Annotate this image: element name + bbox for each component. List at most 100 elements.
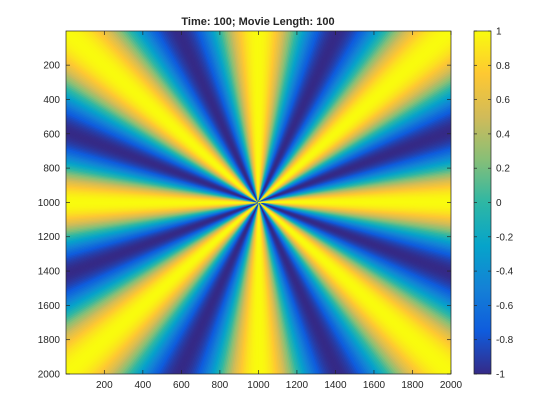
heatmap-wedge [66,202,259,227]
heatmap-wedge [66,202,259,241]
heatmap-wedge [215,31,259,203]
y-tick-label: 1800 [38,335,61,346]
heatmap-wedge [217,31,259,203]
heatmap-wedge [66,202,259,224]
x-tick-label: 1000 [247,380,270,391]
heatmap-wedge [220,31,259,203]
heatmap-wedge [248,31,259,203]
heatmap-wedge [66,202,259,248]
colorbar-tick-label: 0 [496,198,502,209]
x-tick-label: 800 [212,380,229,391]
y-tick-label: 800 [43,164,60,175]
heatmap-wedge [66,202,259,217]
heatmap-wedge [222,31,259,203]
heatmap-wedge [66,202,259,218]
x-tick-label: 1200 [286,380,309,391]
heatmap-wedge [66,202,259,254]
colorbar-tick-label: 1 [496,27,502,38]
heatmap-wedge [246,31,259,203]
x-tick-label: 200 [96,380,113,391]
y-tick-label: 200 [43,61,60,72]
heatmap-wedge [66,202,259,215]
heatmap-wedge [236,31,259,203]
heatmap-wedge [66,202,259,229]
heatmap-wedge [66,202,259,206]
heatmap-wedge [66,199,259,203]
heatmap-wedge [66,202,259,252]
heatmap-wedge [204,31,259,203]
y-tick-label: 1400 [38,267,61,278]
y-tick-label: 1600 [38,301,61,312]
heatmap-wedge [258,200,451,203]
heatmap-wedge [66,202,259,209]
heatmap-wedge [199,31,259,203]
heatmap-wedge [66,202,259,223]
y-tick-label: 600 [43,129,60,140]
heatmap-wedge [258,202,263,374]
heatmap-wedge [66,202,259,205]
heatmap-wedge [229,31,259,203]
heatmap-wedge [234,31,259,203]
heatmap-wedge [225,31,259,203]
heatmap-wedge [66,202,259,208]
heatmap-wedge [66,202,259,212]
heatmap-wedge [210,31,259,203]
heatmap-wedge [197,31,259,203]
x-tick-label: 1800 [401,380,424,391]
heatmap-wedge [201,31,259,203]
heatmap-wedge [218,31,259,203]
chart-title: Time: 100; Movie Length: 100 [181,16,334,28]
heatmap-wedge [237,31,259,203]
colorbar-tick-label: 0.4 [496,129,510,140]
heatmap-wedge [66,202,259,238]
heatmap-wedge [244,31,259,203]
heatmap-wedge [66,202,259,220]
y-tick-label: 2000 [38,370,61,381]
heatmap-wedge [66,202,259,256]
x-tick-label: 1400 [324,380,347,391]
heatmap-wedge [253,31,259,203]
heatmap-wedge [256,31,259,203]
x-tick-label: 600 [173,380,190,391]
heatmap-wedge [66,202,259,246]
heatmap-wedge [66,202,259,233]
colorbar: 1 0.8 0.6 0.4 0.2 0 -0.2 -0.4 -0.6 -0.8 -1 [473,27,514,381]
heatmap-wedge [66,202,259,226]
heatmap-wedge [239,31,259,203]
y-tick-label: 1200 [38,232,61,243]
y-tick-label: 1000 [38,198,61,209]
heatmap-wedge [224,31,259,203]
heatmap-wedge [242,31,259,203]
heatmap-wedge [251,31,259,203]
heatmap-wedge [249,31,259,203]
heatmap-wedge [66,202,259,230]
y-axis: 200 400 600 800 1000 1200 1400 1600 1800 2000 [38,61,451,381]
heatmap-wedge [66,202,259,232]
heatmap-wedge [231,31,259,203]
y-tick-label: 400 [43,95,60,106]
heatmap-wedge [208,31,259,203]
colorbar-tick-label: 0.8 [496,61,510,72]
colorbar-tick-label: -0.8 [496,335,514,346]
heatmap-wedge [66,202,259,211]
heatmap-wedge [66,202,259,244]
heatmap-wedge [66,200,259,203]
x-tick-label: 2000 [440,380,463,391]
heatmap-wedge [227,31,259,203]
heatmap-wedge [66,202,259,221]
heatmap-wedge [66,202,259,249]
colorbar-tick-label: 0.6 [496,95,510,106]
colorbar-tick-label: -0.2 [496,232,514,243]
heatmap-wedge [66,202,259,243]
heatmap-wedge [66,202,259,235]
heatmap-wedge [206,31,259,203]
x-tick-label: 1600 [363,380,386,391]
colorbar-tick-label: -1 [496,370,505,381]
heatmap-wedge [258,202,261,374]
heatmap-wedge [232,31,259,203]
colorbar-tick-label: -0.4 [496,267,514,278]
heatmap-wedge [66,202,259,240]
heatmap-wedge [66,202,259,257]
